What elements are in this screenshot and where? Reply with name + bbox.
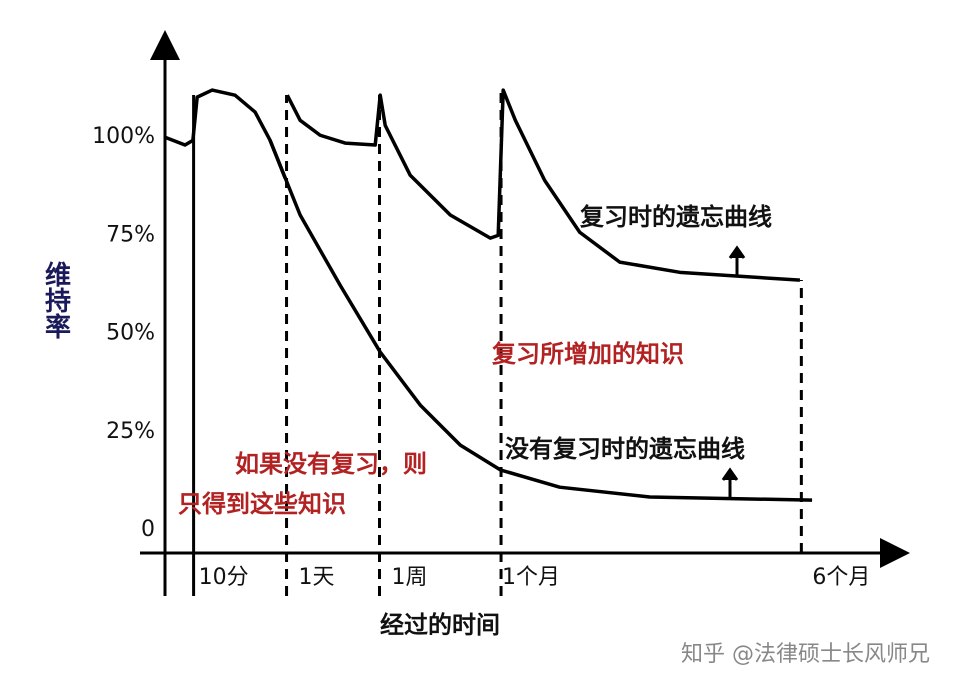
arrow <box>721 467 739 498</box>
x-tick-label: 6个月 <box>812 565 870 590</box>
y-axis-label: 维持率 <box>41 260 71 339</box>
y-tick-label: 0 <box>141 517 155 542</box>
annotation: 复习所增加的知识 <box>491 340 684 368</box>
line <box>164 88 801 282</box>
annotation: 只得到这些知识 <box>178 490 346 518</box>
x-tick-label: 1天 <box>299 565 335 590</box>
y-tick-label: 75% <box>106 222 155 247</box>
y-tick-label: 100% <box>92 124 155 149</box>
y-tick-label: 50% <box>106 321 155 346</box>
y-tick-label: 25% <box>106 419 155 444</box>
series-label: 复习时的遗忘曲线 <box>579 203 772 231</box>
series-label: 没有复习时的遗忘曲线 <box>505 435 745 463</box>
line <box>268 139 813 502</box>
x-tick-label: 1个月 <box>502 565 560 590</box>
x-tick-label: 1周 <box>392 565 428 590</box>
annotation: 如果没有复习，则 <box>235 450 427 478</box>
watermark: 知乎 @法律硕士长风师兄 <box>681 642 930 667</box>
x-tick-label: 10分 <box>199 565 249 590</box>
x-axis-label: 经过的时间 <box>380 611 500 639</box>
arrow <box>728 245 746 276</box>
